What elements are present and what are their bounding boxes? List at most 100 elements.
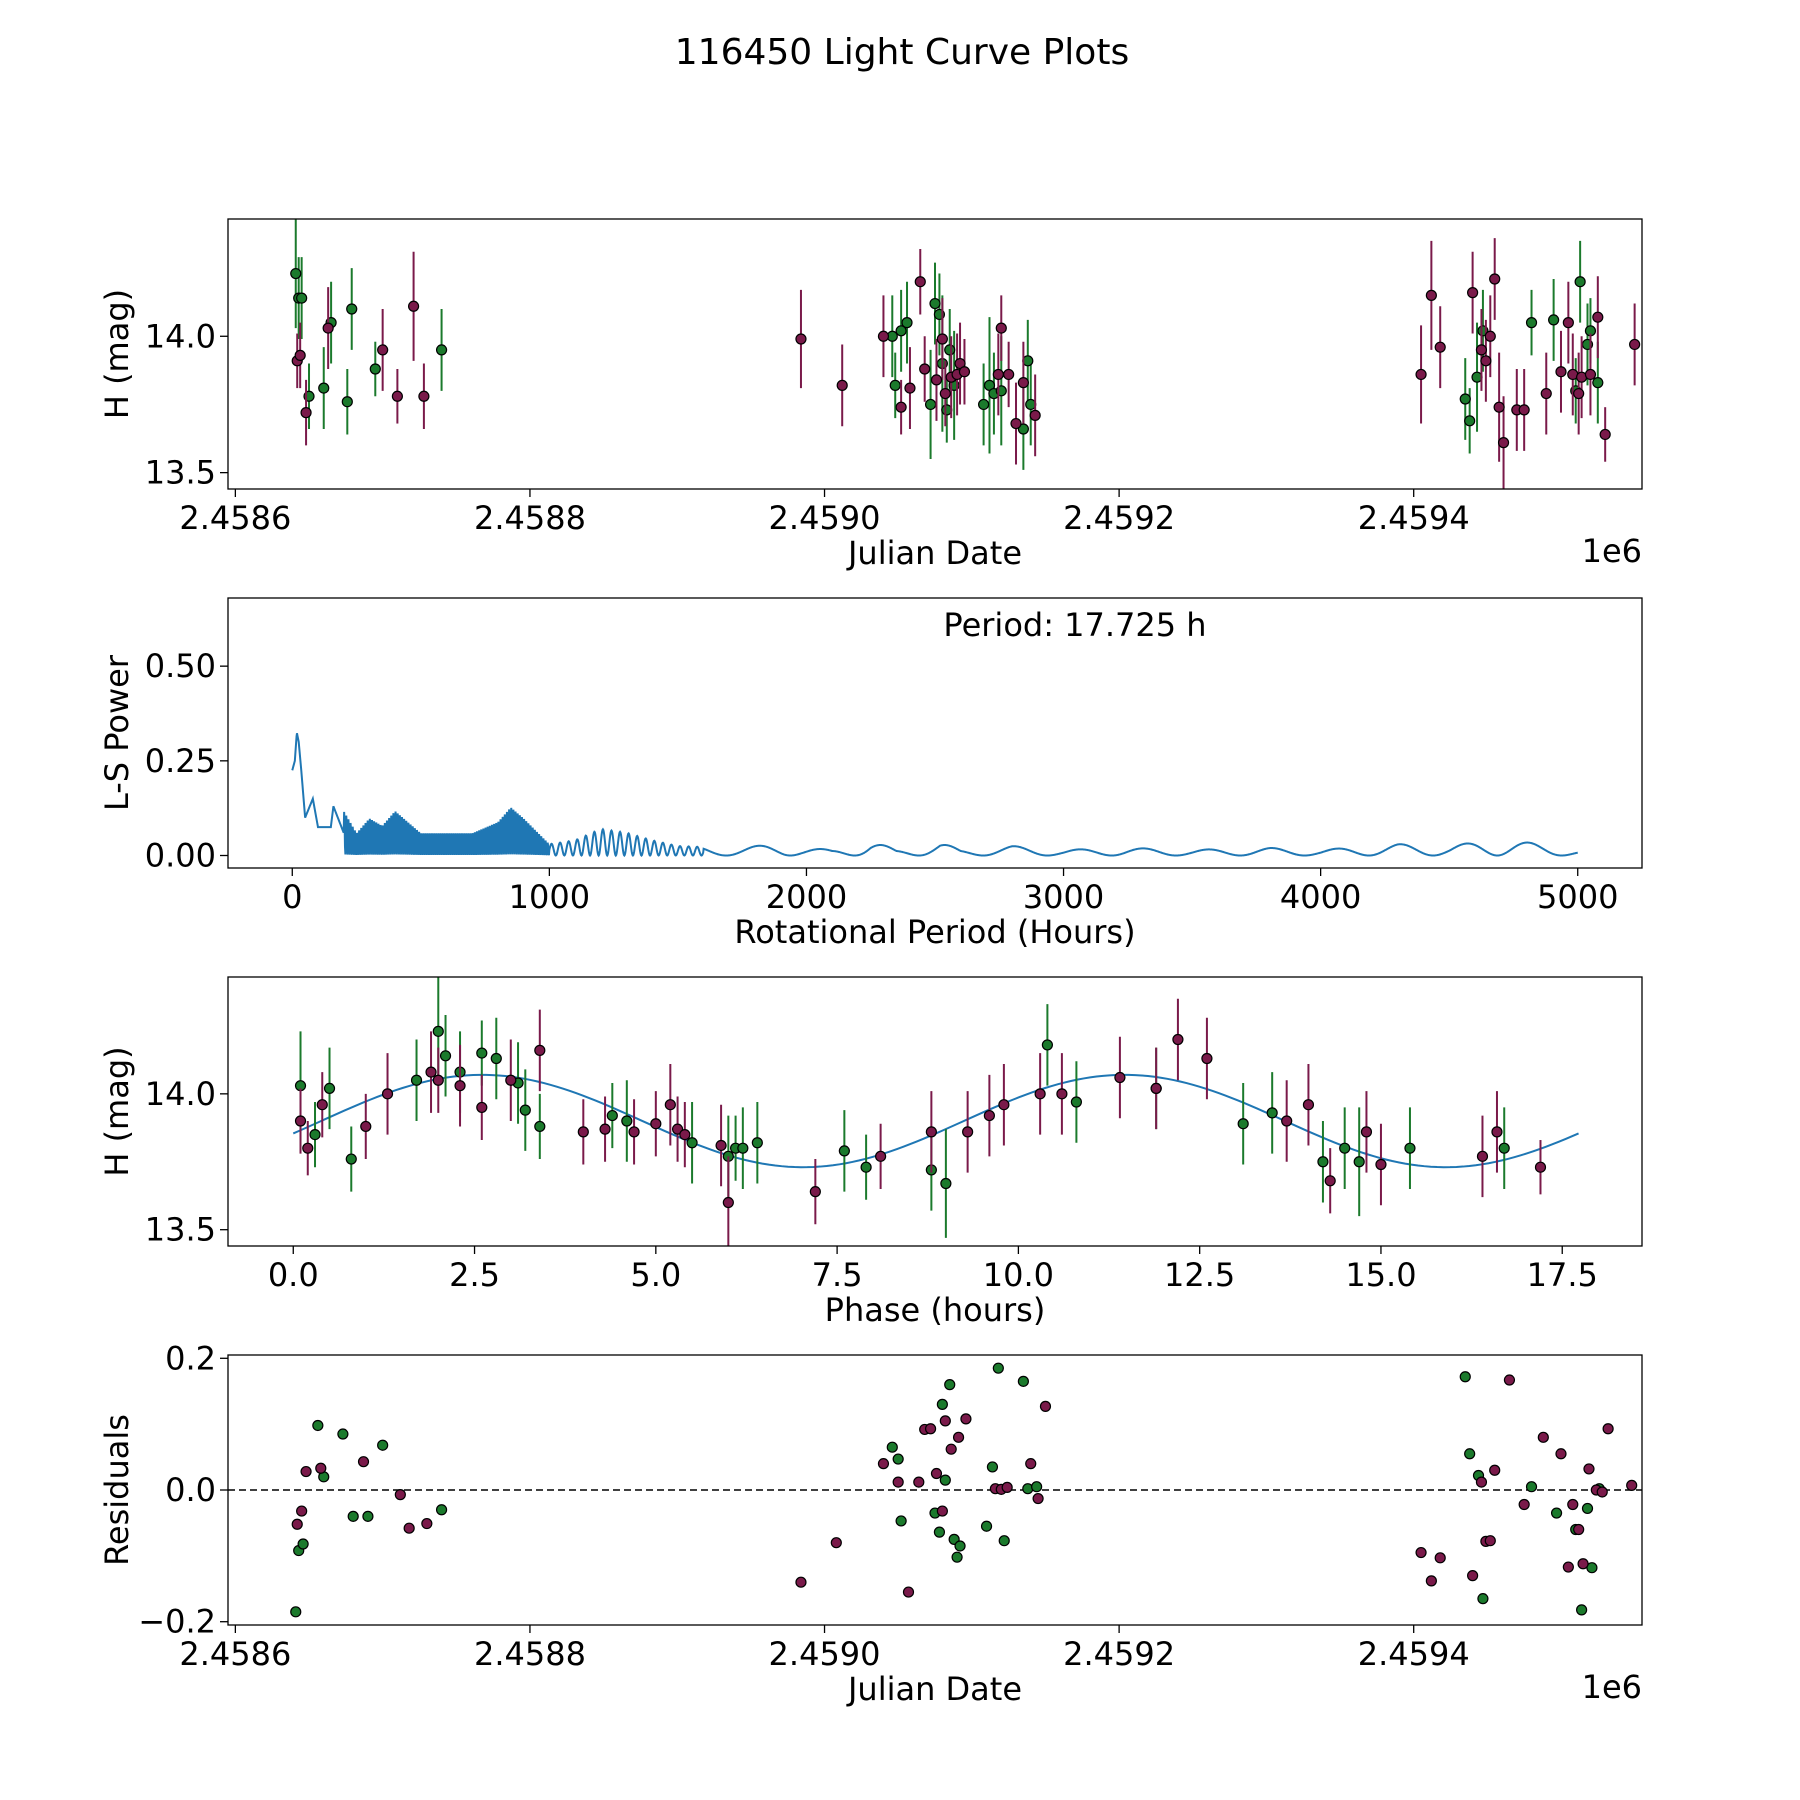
data-point (1425, 1575, 1437, 1587)
axes-frame (227, 218, 1643, 490)
data-point (889, 379, 901, 391)
data-point (1574, 276, 1586, 288)
data-point (534, 1120, 546, 1133)
data-point (1404, 1142, 1416, 1154)
periodogram-panel: 0 1000 2000 3000 4000 5000 0.00 0.25 0.50 Rotatio… (98, 597, 1643, 951)
data-point (1464, 415, 1476, 427)
data-point (435, 344, 448, 356)
data-point (1415, 1546, 1427, 1559)
data-point (962, 1126, 974, 1138)
data-point (939, 1415, 951, 1427)
data-point (992, 368, 1004, 381)
y-tick-label: 0.25 (145, 742, 216, 780)
data-point (606, 1109, 618, 1122)
data-point (1415, 368, 1427, 381)
y-axis-label: H (mag) (98, 1046, 136, 1176)
data-point (1425, 289, 1437, 301)
x-tick-label: 5000 (1537, 878, 1618, 916)
data-point (877, 330, 890, 342)
data-point (1001, 1481, 1013, 1493)
period-annotation: Period: 17.725 h (943, 606, 1206, 644)
data-point (939, 1474, 951, 1486)
data-point (836, 379, 848, 391)
data-point (944, 344, 956, 356)
data-point (998, 1099, 1010, 1111)
data-point (980, 1520, 993, 1532)
data-point (505, 1074, 517, 1086)
data-point (902, 1586, 915, 1598)
data-point (377, 344, 389, 356)
data-point (1584, 368, 1597, 381)
data-point (936, 1398, 948, 1410)
data-point (924, 398, 937, 411)
data-point (403, 1522, 415, 1534)
data-point (599, 1123, 611, 1135)
data-point (291, 1518, 303, 1530)
data-point (1503, 1374, 1516, 1386)
y-tick-label: −0.2 (138, 1603, 216, 1641)
data-point (1562, 1561, 1574, 1573)
x-tick-label: 2.5 (449, 1256, 500, 1294)
data-point (1339, 1142, 1351, 1154)
data-point (901, 317, 913, 329)
data-point (886, 1441, 898, 1453)
data-point (432, 1074, 444, 1086)
x-tick-label: 17.5 (1527, 1256, 1598, 1294)
data-point (297, 1538, 309, 1550)
x-axis-label: Rotational Period (Hours) (734, 913, 1135, 951)
data-point (1375, 1158, 1387, 1171)
x-tick-label: 0.0 (268, 1256, 319, 1294)
x-tick-label: 3000 (1023, 878, 1104, 916)
data-point (877, 1458, 890, 1470)
data-point (476, 1101, 488, 1114)
data-point (1459, 1371, 1471, 1383)
data-point (360, 1120, 372, 1133)
data-point (1592, 377, 1604, 389)
data-point (347, 1510, 359, 1522)
data-point (936, 1505, 948, 1517)
data-point (998, 1535, 1010, 1547)
data-point (930, 1467, 943, 1480)
data-point (860, 1161, 872, 1173)
data-point (1555, 1448, 1567, 1460)
data-point (986, 1461, 999, 1473)
x-tick-label: 2.4590 (769, 499, 881, 537)
data-point (795, 333, 807, 345)
data-point (1324, 1175, 1336, 1187)
data-point (751, 1137, 763, 1149)
data-point (945, 1443, 957, 1455)
data-point (357, 1456, 370, 1468)
data-point (925, 1126, 937, 1138)
x-tick-label: 2.4588 (474, 499, 586, 537)
data-point (1518, 1498, 1530, 1511)
data-point (296, 1505, 308, 1517)
data-point (919, 363, 931, 375)
data-point (936, 333, 948, 345)
data-point (1626, 1479, 1638, 1491)
data-point (1581, 1502, 1594, 1515)
data-point (924, 1423, 937, 1435)
data-point (929, 297, 941, 310)
axes-frame (227, 976, 1643, 1247)
x-tick-label: 2.4594 (1358, 499, 1470, 537)
data-point (1484, 1535, 1496, 1547)
x-tick-label: 2.4594 (1358, 1635, 1470, 1673)
data-point (1548, 314, 1560, 326)
data-point (369, 363, 381, 375)
data-point (628, 1126, 640, 1138)
data-point (294, 349, 306, 361)
data-point (1576, 1604, 1588, 1616)
data-point (1583, 1463, 1595, 1475)
y-tick-label: 13.5 (145, 1211, 216, 1249)
y-tick-label: 14.0 (145, 317, 216, 355)
data-point (838, 1145, 850, 1157)
data-point (300, 407, 312, 419)
data-point (345, 1153, 357, 1165)
x-tick-label: 2.4592 (1063, 1635, 1175, 1673)
data-point (1498, 1142, 1510, 1154)
lightcurve-panel: 2.4586 2.4588 2.4590 2.4592 2.4594 13.5 14.0 Ju… (98, 218, 1643, 572)
data-point (323, 1082, 336, 1095)
data-point (1480, 355, 1492, 367)
data-point (933, 1526, 946, 1538)
data-point (1025, 1458, 1037, 1470)
